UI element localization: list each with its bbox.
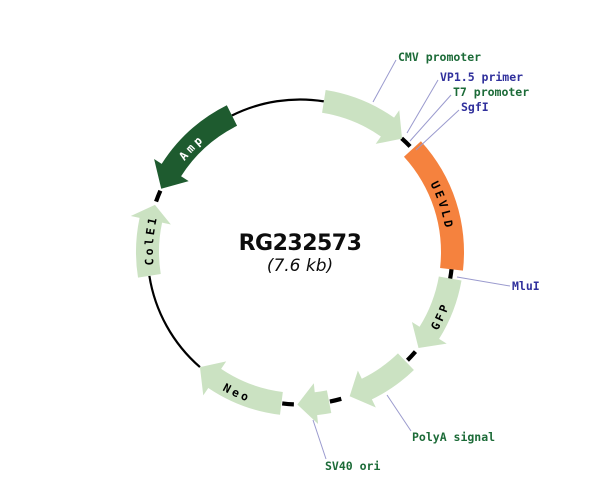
segment-polya-signal: [349, 353, 414, 408]
callout-line-polya-signal: [386, 394, 412, 432]
tick-marker: [405, 350, 418, 362]
tick-marker: [400, 136, 412, 148]
plasmid-size: (7.6 kb): [266, 256, 334, 276]
callout-line-mlui: [456, 276, 511, 287]
backbone-arc: [148, 275, 201, 368]
tick-marker: [329, 396, 342, 404]
callout-label-polya-signal: PolyA signal: [412, 430, 495, 444]
callout-line-cmv-promoter: [372, 59, 397, 103]
callout-line-sv40-ori: [312, 419, 327, 460]
callout-label-vp1-5-primer: VP1.5 primer: [440, 70, 523, 84]
callout-label-mlui: MluI: [512, 279, 540, 293]
tick-marker: [281, 401, 294, 407]
callout-line-sgfi: [415, 109, 460, 151]
callout-label-sv40-ori: SV40 ori: [325, 459, 380, 473]
callout-line-t7-promoter: [409, 94, 452, 142]
segment-neo: [199, 361, 283, 415]
backbone-arc: [231, 98, 325, 117]
segment-amp: [154, 105, 238, 189]
segment-cole1: [130, 204, 171, 278]
segment-cmv-promoter: [322, 90, 403, 144]
segment-label-text-cole1: ColE1: [142, 214, 157, 266]
plasmid-title: RG232573: [238, 231, 362, 256]
segment-gfp: [411, 276, 462, 348]
callout-line-vp1-5-primer: [406, 79, 439, 134]
segment-label-cole1: ColE1: [142, 214, 160, 266]
callout-label-cmv-promoter: CMV promoter: [398, 50, 481, 64]
callout-label-t7-promoter: T7 promoter: [453, 85, 529, 99]
segment-uevld: [403, 141, 465, 271]
callout-label-sgfi: SgfI: [461, 100, 489, 114]
tick-marker: [154, 189, 163, 203]
segment-sv40-ori: [297, 383, 332, 425]
